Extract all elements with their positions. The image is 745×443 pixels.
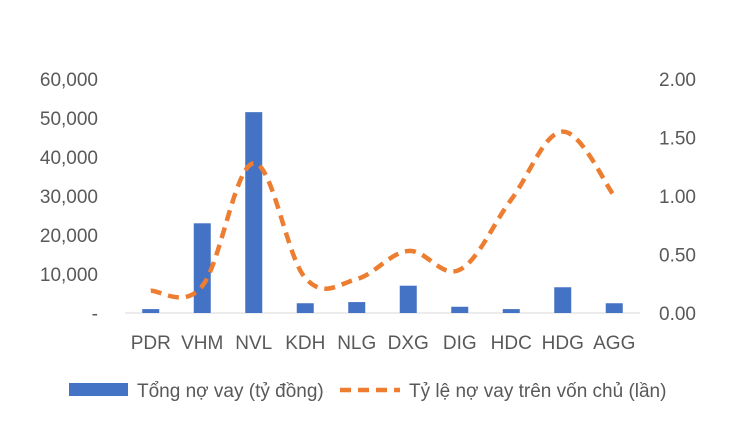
legend-line-label: Tỷ lệ nợ vay trên vốn chủ (lần) bbox=[409, 381, 666, 402]
legend-bar-label: Tổng nợ vay (tỷ đồng) bbox=[137, 381, 324, 402]
legend-bar-swatch bbox=[69, 383, 128, 396]
x-tick-label: DXG bbox=[388, 333, 429, 354]
left-y-tick-label: 60,000 bbox=[40, 70, 98, 91]
left-y-tick-label: 40,000 bbox=[40, 148, 98, 169]
bar bbox=[296, 303, 314, 313]
bar bbox=[245, 112, 263, 314]
right-y-tick-label: 0.00 bbox=[659, 304, 696, 325]
bar bbox=[605, 303, 623, 313]
right-y-tick-label: 0.50 bbox=[659, 246, 696, 267]
x-tick-label: AGG bbox=[593, 333, 635, 354]
bar bbox=[554, 287, 572, 313]
legend: Tổng nợ vay (tỷ đồng) Tỷ lệ nợ vay trên … bbox=[69, 381, 666, 402]
x-tick-label: HDC bbox=[491, 333, 532, 354]
right-y-tick-label: 2.00 bbox=[659, 70, 696, 91]
left-y-tick-label: 10,000 bbox=[40, 265, 98, 286]
bar bbox=[142, 309, 160, 313]
x-tick-label: NVL bbox=[235, 333, 272, 354]
bar bbox=[451, 306, 469, 313]
left-y-axis: - 10,000 20,000 30,000 40,000 50,000 60,000 bbox=[40, 70, 98, 325]
bar bbox=[502, 309, 520, 313]
x-tick-label: PDR bbox=[131, 333, 171, 354]
bar bbox=[348, 302, 366, 313]
left-y-tick-label: 20,000 bbox=[40, 226, 98, 247]
right-y-tick-label: 1.50 bbox=[659, 129, 696, 150]
x-tick-label: HDG bbox=[542, 333, 584, 354]
bar-series bbox=[142, 112, 623, 314]
left-y-tick-label: - bbox=[92, 304, 98, 325]
left-y-tick-label: 30,000 bbox=[40, 187, 98, 208]
bar bbox=[399, 285, 417, 313]
x-tick-label: DIG bbox=[443, 333, 477, 354]
right-y-tick-label: 1.00 bbox=[659, 187, 696, 208]
x-tick-label: NLG bbox=[337, 333, 376, 354]
left-y-tick-label: 50,000 bbox=[40, 109, 98, 130]
bar bbox=[193, 223, 211, 313]
x-tick-label: VHM bbox=[181, 333, 223, 354]
x-axis-labels: PDR VHM NVL KDH NLG DXG DIG HDC HDG AGG bbox=[131, 333, 636, 354]
ratio-line-series bbox=[150, 129, 617, 300]
x-tick-label: KDH bbox=[285, 333, 325, 354]
right-y-axis: 0.00 0.50 1.00 1.50 2.00 bbox=[659, 70, 696, 325]
